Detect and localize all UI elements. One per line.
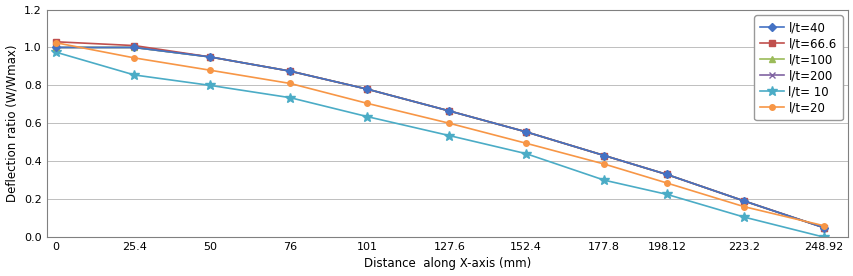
X-axis label: Distance  along X-axis (mm): Distance along X-axis (mm) — [363, 258, 531, 270]
l/t= 10 — [362, 115, 372, 118]
l/t=40 — [444, 109, 454, 113]
l/t=20 — [205, 68, 215, 72]
l/t=200 — [738, 199, 748, 203]
l/t=66.6 — [129, 44, 139, 47]
l/t=66.6 — [362, 87, 372, 91]
l/t=66.6 — [599, 154, 609, 157]
l/t=20 — [51, 41, 61, 44]
l/t=20 — [444, 122, 454, 125]
l/t=66.6 — [285, 70, 295, 73]
Line: l/t=20: l/t=20 — [53, 40, 826, 229]
l/t=40 — [738, 199, 748, 203]
l/t=66.6 — [661, 173, 671, 176]
l/t= 10 — [444, 134, 454, 137]
l/t=200 — [444, 109, 454, 113]
l/t=200 — [599, 154, 609, 157]
l/t=66.6 — [444, 109, 454, 113]
l/t=200 — [362, 87, 372, 91]
l/t=40 — [817, 226, 827, 229]
l/t=40 — [599, 154, 609, 157]
l/t=66.6 — [205, 55, 215, 59]
l/t= 10 — [520, 152, 531, 155]
l/t=66.6 — [738, 199, 748, 203]
l/t= 10 — [129, 73, 139, 77]
l/t=200 — [205, 55, 215, 59]
l/t=40 — [520, 130, 531, 134]
l/t= 10 — [599, 179, 609, 182]
l/t=66.6 — [51, 40, 61, 43]
l/t=100 — [51, 46, 61, 49]
l/t=100 — [444, 109, 454, 113]
l/t=100 — [362, 87, 372, 91]
l/t=200 — [661, 173, 671, 176]
Line: l/t=100: l/t=100 — [53, 45, 826, 230]
Line: l/t=200: l/t=200 — [52, 44, 826, 231]
l/t=200 — [51, 46, 61, 49]
l/t=20 — [520, 142, 531, 145]
l/t=200 — [129, 46, 139, 49]
l/t=66.6 — [817, 226, 827, 229]
l/t=100 — [129, 46, 139, 49]
l/t=200 — [817, 226, 827, 229]
l/t=20 — [738, 205, 748, 208]
l/t=200 — [285, 70, 295, 73]
l/t= 10 — [51, 51, 61, 54]
l/t=20 — [661, 181, 671, 185]
Legend: l/t=40, l/t=66.6, l/t=100, l/t=200, l/t= 10, l/t=20: l/t=40, l/t=66.6, l/t=100, l/t=200, l/t=… — [753, 15, 842, 120]
Line: l/t=66.6: l/t=66.6 — [53, 39, 826, 230]
l/t=100 — [661, 173, 671, 176]
l/t= 10 — [285, 96, 295, 99]
l/t= 10 — [817, 235, 827, 239]
l/t=20 — [817, 224, 827, 227]
l/t=100 — [285, 70, 295, 73]
l/t=20 — [599, 162, 609, 166]
Line: l/t=40: l/t=40 — [53, 45, 826, 230]
l/t=100 — [817, 226, 827, 229]
l/t=40 — [129, 46, 139, 49]
l/t= 10 — [738, 216, 748, 219]
l/t= 10 — [661, 193, 671, 196]
l/t=100 — [599, 154, 609, 157]
Line: l/t= 10: l/t= 10 — [51, 47, 827, 242]
l/t=66.6 — [520, 130, 531, 134]
l/t=100 — [205, 55, 215, 59]
l/t=40 — [661, 173, 671, 176]
l/t=20 — [362, 102, 372, 105]
l/t=40 — [362, 87, 372, 91]
l/t=20 — [285, 82, 295, 85]
l/t=40 — [205, 55, 215, 59]
l/t= 10 — [205, 84, 215, 87]
l/t=40 — [285, 70, 295, 73]
l/t=100 — [738, 199, 748, 203]
l/t=100 — [520, 130, 531, 134]
Y-axis label: Deflection ratio (W/Wmax): Deflection ratio (W/Wmax) — [6, 44, 19, 202]
l/t=200 — [520, 130, 531, 134]
l/t=40 — [51, 46, 61, 49]
l/t=20 — [129, 56, 139, 60]
